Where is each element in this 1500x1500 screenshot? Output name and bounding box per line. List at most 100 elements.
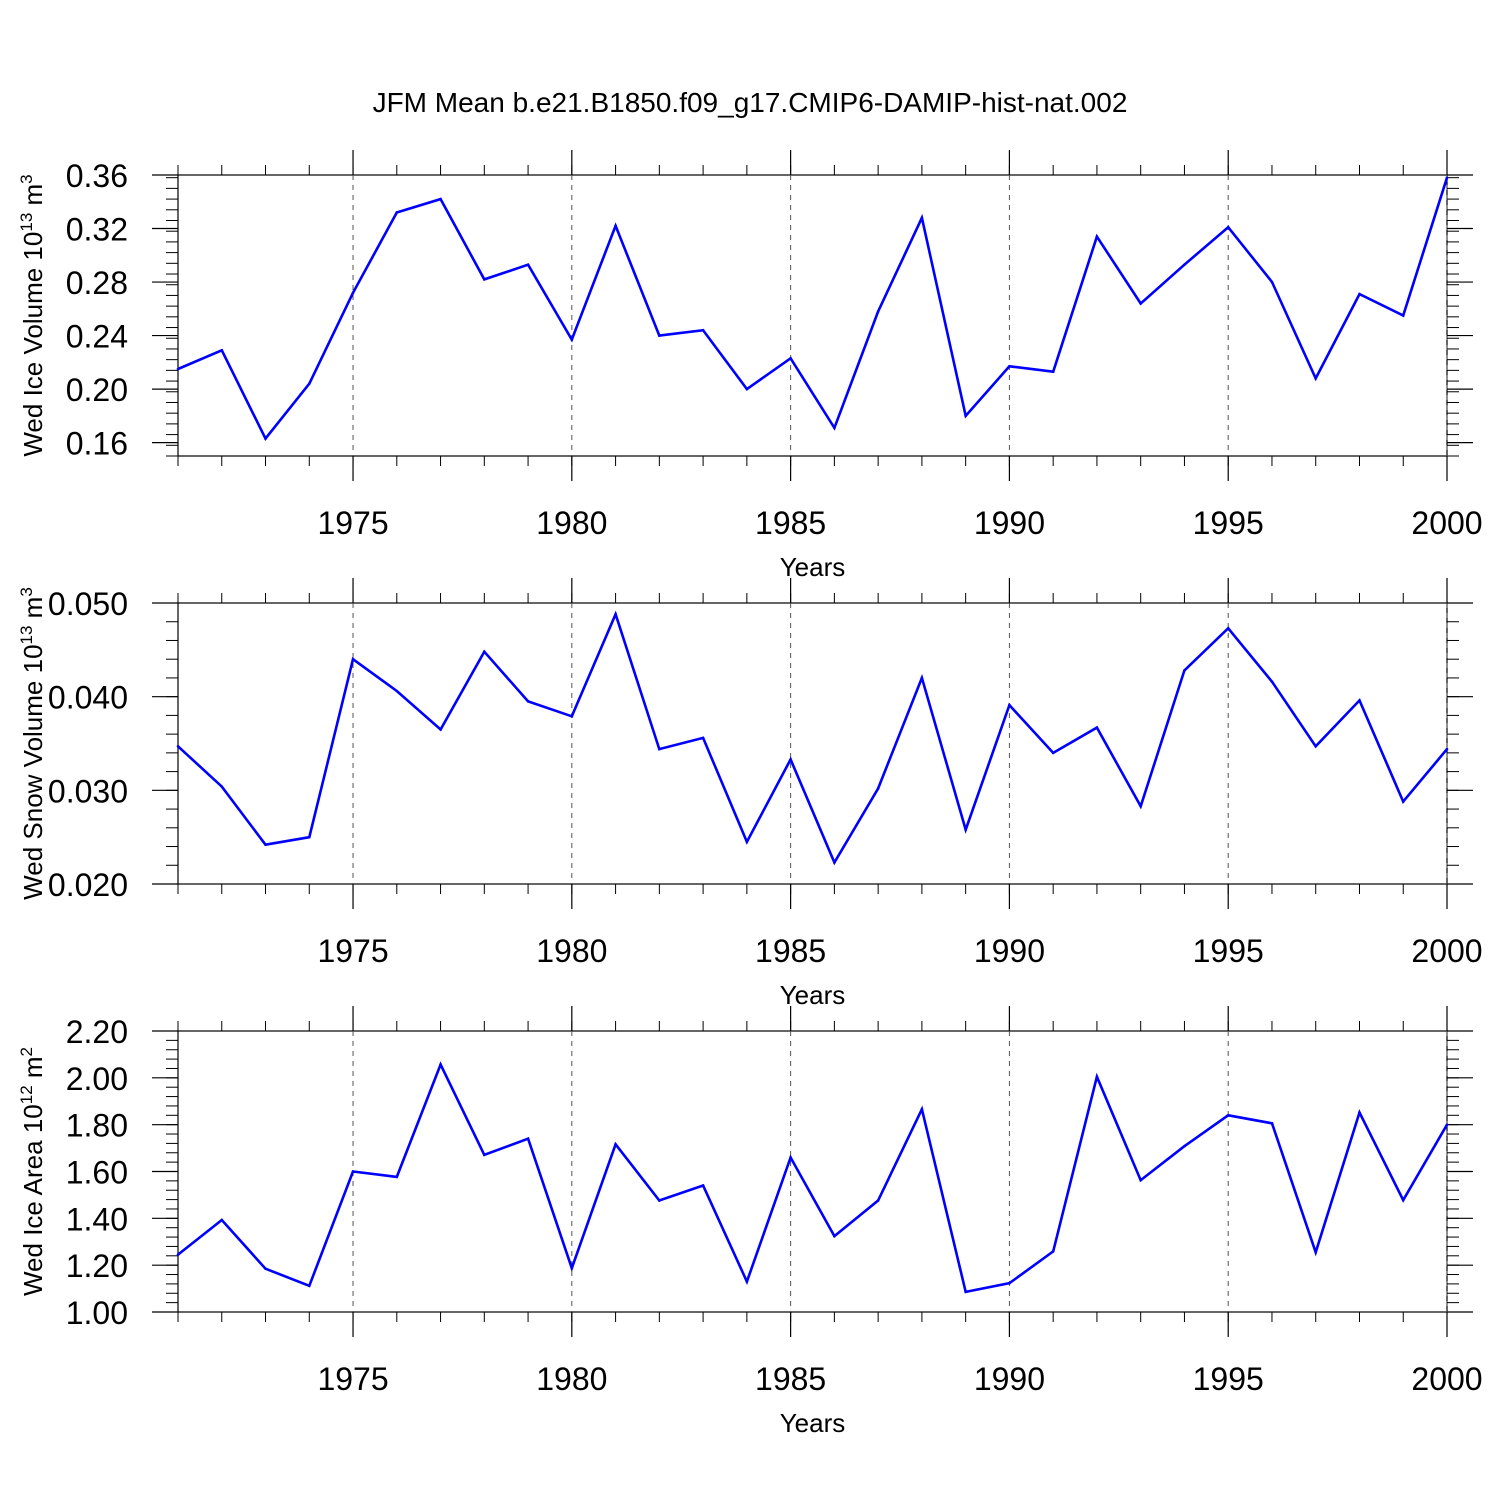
x-tick-label: 1990 [974, 933, 1045, 969]
x-tick-label: 1985 [755, 933, 826, 969]
data-point [439, 728, 442, 731]
data-point [1314, 745, 1318, 748]
y-axis-label-part: Wed Ice Area 10 [18, 1104, 48, 1296]
y-axis-label: Wed Snow Volume 1013 m3 [17, 587, 48, 900]
data-point [351, 657, 355, 661]
x-tick-label: 2000 [1411, 505, 1482, 541]
data-point [964, 414, 967, 418]
data-point [439, 197, 442, 201]
data-point [176, 367, 180, 371]
x-tick-label: 1975 [317, 933, 388, 969]
series-line [177, 1061, 1449, 1294]
data-point [1139, 804, 1142, 808]
data-point [1008, 703, 1011, 707]
y-tick-label: 1.80 [66, 1108, 128, 1144]
data-point [220, 1218, 224, 1222]
y-tick-label: 1.20 [66, 1248, 128, 1284]
data-point [1270, 680, 1274, 683]
data-point [176, 1253, 180, 1256]
data-point [789, 758, 792, 761]
data-point [1226, 1114, 1230, 1117]
data-point [701, 328, 705, 332]
data-point [964, 1290, 967, 1294]
y-tick-label: 0.030 [48, 773, 128, 809]
data-point [351, 291, 355, 295]
data-point [745, 1280, 749, 1283]
data-point [1183, 263, 1186, 266]
data-point [614, 612, 617, 616]
data-point [833, 861, 836, 864]
data-point [570, 338, 574, 341]
y-axis-label: Wed Ice Area 1012 m2 [17, 1047, 48, 1296]
y-tick-label: 0.24 [66, 319, 128, 355]
data-point [570, 1266, 574, 1270]
x-tick-label: 1995 [1193, 505, 1264, 541]
x-tick-label: 2000 [1411, 933, 1482, 969]
data-point [920, 1107, 924, 1111]
y-axis-label: Wed Ice Volume 1013 m3 [17, 174, 48, 456]
data-point [876, 1199, 880, 1202]
data-point [658, 1199, 661, 1202]
x-tick-label: 1995 [1193, 1361, 1264, 1397]
x-tick-label: 1975 [317, 505, 388, 541]
data-point [1226, 225, 1230, 229]
data-point [1314, 377, 1318, 380]
x-tick-label: 1980 [536, 505, 607, 541]
y-axis-label-part: m [18, 1056, 48, 1085]
x-tick-label: 1990 [974, 505, 1045, 541]
x-tick-label: 1990 [974, 1361, 1045, 1397]
data-point [526, 1137, 530, 1141]
data-point [745, 840, 749, 844]
y-axis-label-superscript: 13 [17, 626, 36, 645]
x-axis-label: Years [780, 980, 846, 1010]
data-point [526, 700, 530, 703]
data-point [1401, 800, 1405, 803]
data-point [1139, 1178, 1142, 1182]
y-axis-label-superscript: 13 [17, 213, 36, 232]
data-point [264, 1267, 267, 1270]
y-tick-label: 2.00 [66, 1061, 128, 1097]
data-point [264, 437, 267, 440]
data-point [964, 828, 967, 831]
data-point [614, 1143, 617, 1146]
data-point [395, 1175, 399, 1179]
y-axis-label-superscript: 2 [17, 1047, 36, 1056]
x-tick-label: 1980 [536, 933, 607, 969]
series-line [177, 177, 1449, 442]
y-tick-label: 0.36 [66, 158, 128, 194]
data-point [307, 1284, 311, 1288]
data-point [1051, 1250, 1055, 1253]
data-point [395, 689, 399, 693]
y-axis-label-superscript: 3 [17, 174, 36, 183]
data-point [1008, 1281, 1011, 1285]
data-point [1358, 292, 1361, 296]
data-point [1314, 1250, 1318, 1254]
y-tick-label: 1.40 [66, 1201, 128, 1237]
y-tick-label: 1.60 [66, 1155, 128, 1191]
data-point [745, 387, 749, 391]
data-point [1095, 1075, 1099, 1078]
data-point [1095, 726, 1099, 729]
y-axis-label-part: m [18, 597, 48, 626]
data-point [439, 1063, 442, 1066]
plot-frame [177, 174, 1448, 457]
data-point [1358, 699, 1361, 702]
y-tick-label: 0.050 [48, 586, 128, 622]
data-point [264, 843, 267, 846]
x-tick-label: 1995 [1193, 933, 1264, 969]
data-point [1183, 669, 1186, 672]
y-axis-label-superscript: 3 [17, 587, 36, 596]
data-point [701, 736, 705, 740]
data-point [1358, 1111, 1361, 1114]
data-point [1401, 1198, 1405, 1202]
data-point [570, 715, 574, 718]
data-point [614, 224, 617, 228]
data-point [1008, 365, 1011, 368]
panel-1: 1975 1980 1985 1990 1995 2000 0.16 0.20 0.24 0.28… [17, 150, 1483, 582]
data-point [307, 835, 311, 839]
plot-frame [177, 1030, 1448, 1313]
data-point [876, 310, 880, 313]
y-tick-label: 0.20 [66, 372, 128, 408]
data-point [307, 382, 311, 386]
